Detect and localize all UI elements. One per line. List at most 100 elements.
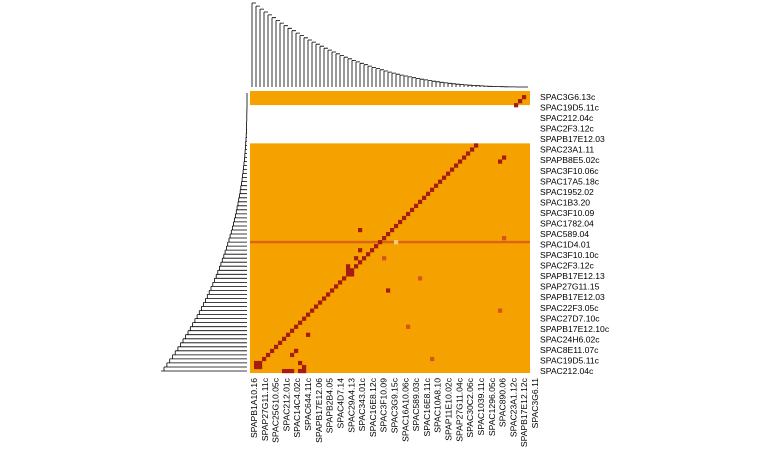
row-tick-label: SPAC212.04c bbox=[540, 113, 594, 123]
diagonal-cell bbox=[310, 308, 315, 313]
heatmap-highlight-band bbox=[250, 240, 530, 244]
medium-cell bbox=[418, 276, 423, 281]
diagonal-cell bbox=[426, 191, 431, 196]
column-tick-label: SPAC1039.11c bbox=[476, 377, 486, 435]
diagonal-cell bbox=[522, 95, 527, 100]
row-tick-label: SPAC3F10.10c bbox=[540, 250, 599, 260]
row-labels: SPAC3G6.13cSPAC19D5.11cSPAC212.04cSPAC2F… bbox=[540, 92, 610, 376]
diagonal-cell bbox=[282, 336, 287, 341]
diagonal-cell bbox=[354, 264, 359, 269]
row-tick-label: SPAC1D4.01 bbox=[540, 240, 591, 250]
diagonal-cell bbox=[334, 284, 339, 289]
row-tick-label: SPAC22F3.05c bbox=[540, 303, 599, 313]
column-tick-label: SPAC1296.05c bbox=[487, 377, 497, 436]
off-diagonal-cell bbox=[358, 248, 363, 253]
diagonal-cell bbox=[358, 260, 363, 265]
diagonal-cell bbox=[278, 340, 283, 346]
column-tick-label: SPAP11E10.02c bbox=[444, 377, 454, 440]
diagonal-cell bbox=[294, 324, 299, 329]
medium-cell bbox=[502, 236, 507, 241]
column-tick-label: SPAC343.01c bbox=[357, 377, 367, 431]
column-tick-label: SPAPB17E12.12c bbox=[519, 377, 529, 447]
off-diagonal-cell bbox=[346, 268, 351, 273]
diagonal-cell bbox=[518, 99, 523, 104]
off-diagonal-cell bbox=[386, 288, 391, 293]
diagonal-cell bbox=[402, 215, 407, 221]
diagonal-cell bbox=[366, 252, 371, 257]
medium-cell bbox=[498, 308, 503, 313]
diagonal-cell bbox=[462, 155, 467, 160]
column-tick-label: SPAPB17E12.06 bbox=[314, 378, 324, 443]
diagonal-cell bbox=[346, 272, 351, 277]
diagonal-cell bbox=[258, 360, 263, 366]
heatmap-blank-band bbox=[250, 105, 530, 144]
off-diagonal-cell bbox=[306, 332, 311, 337]
diagonal-cell bbox=[286, 332, 291, 337]
diagonal-cell bbox=[382, 236, 387, 241]
diagonal-cell bbox=[414, 203, 419, 209]
diagonal-cell bbox=[466, 151, 471, 156]
column-tick-label: SPAC3G6.11 bbox=[530, 378, 540, 429]
diagonal-cell bbox=[470, 147, 475, 152]
diagonal-cell bbox=[418, 199, 423, 205]
diagonal-cell bbox=[266, 352, 271, 358]
diagonal-cell bbox=[398, 219, 403, 225]
column-tick-label: SPAC3G9.15c bbox=[390, 377, 400, 433]
row-tick-label: SPAC2F3.12c bbox=[540, 124, 595, 134]
diagonal-cell bbox=[394, 223, 399, 229]
column-tick-label: SPAC14C4.02c bbox=[292, 377, 302, 437]
column-tick-label: SPAP27G11.11c bbox=[260, 377, 270, 441]
diagonal-cell bbox=[434, 183, 439, 188]
diagonal-cell bbox=[290, 328, 295, 333]
diagonal-cell bbox=[370, 248, 375, 253]
row-tick-label: SPAPB17E12.03 bbox=[540, 134, 605, 144]
column-tick-label: SPAC890.06 bbox=[498, 378, 508, 427]
diagonal-cell bbox=[454, 163, 459, 168]
diagonal-cell bbox=[330, 288, 335, 293]
bottom-cell bbox=[302, 368, 307, 374]
diagonal-cell bbox=[410, 207, 415, 213]
column-tick-label: SPAC29A4.13 bbox=[346, 378, 356, 433]
row-tick-label: SPAPB17E12.10c bbox=[540, 324, 610, 334]
light-cell bbox=[394, 240, 399, 245]
row-tick-label: SPAC24H6.02c bbox=[540, 334, 600, 344]
column-tick-label: SPAC3F10.09 bbox=[379, 378, 389, 433]
diagonal-cell bbox=[430, 187, 435, 192]
diagonal-cell bbox=[306, 312, 311, 317]
row-tick-label: SPAC2F3.12c bbox=[540, 261, 595, 271]
diagonal-cell bbox=[422, 195, 427, 200]
diagonal-cell bbox=[406, 211, 411, 217]
diagonal-cell bbox=[378, 240, 383, 245]
diagonal-cell bbox=[270, 348, 275, 354]
bottom-cell bbox=[302, 364, 307, 370]
off-diagonal-cell bbox=[346, 264, 351, 269]
row-tick-label: SPAPB17E12.03 bbox=[540, 292, 605, 302]
bottom-cell bbox=[282, 368, 287, 374]
diagonal-cell bbox=[442, 175, 447, 180]
column-tick-label: SPAPB2B4.05 bbox=[325, 378, 335, 433]
off-diagonal-cell bbox=[358, 227, 363, 233]
column-tick-label: SPAC10A8.10 bbox=[433, 378, 443, 433]
bottom-cell bbox=[254, 364, 259, 370]
column-tick-label: SPAC16E8.11c bbox=[422, 377, 432, 436]
column-tick-label: SPAC25G10.05c bbox=[271, 377, 281, 443]
row-tick-label: SPAC27D7.10c bbox=[540, 313, 600, 323]
row-tick-label: SPAC3F10.06c bbox=[540, 166, 599, 176]
off-diagonal-cell bbox=[354, 256, 359, 261]
row-tick-label: SPAC589.04 bbox=[540, 229, 589, 239]
diagonal-cell bbox=[458, 159, 463, 164]
diagonal-cell bbox=[446, 171, 451, 176]
column-tick-label: SPAC16E8.12c bbox=[368, 377, 378, 437]
row-tick-label: SPAC19D5.11c bbox=[540, 356, 600, 366]
column-tick-label: SPAC23A1.12c bbox=[508, 377, 518, 437]
off-diagonal-cell bbox=[254, 360, 259, 366]
column-tick-label: SPAPB1A10.16 bbox=[249, 378, 259, 438]
column-tick-label: SPAC589.03c bbox=[411, 377, 421, 431]
column-tick-label: SPAC30C2.06c bbox=[465, 377, 475, 437]
diagonal-cell bbox=[362, 256, 367, 261]
column-dendrogram bbox=[251, 2, 528, 88]
bottom-cell bbox=[286, 368, 291, 374]
diagonal-cell bbox=[274, 344, 279, 350]
row-tick-label: SPAC23A1.11 bbox=[540, 145, 594, 155]
diagonal-cell bbox=[302, 316, 307, 321]
